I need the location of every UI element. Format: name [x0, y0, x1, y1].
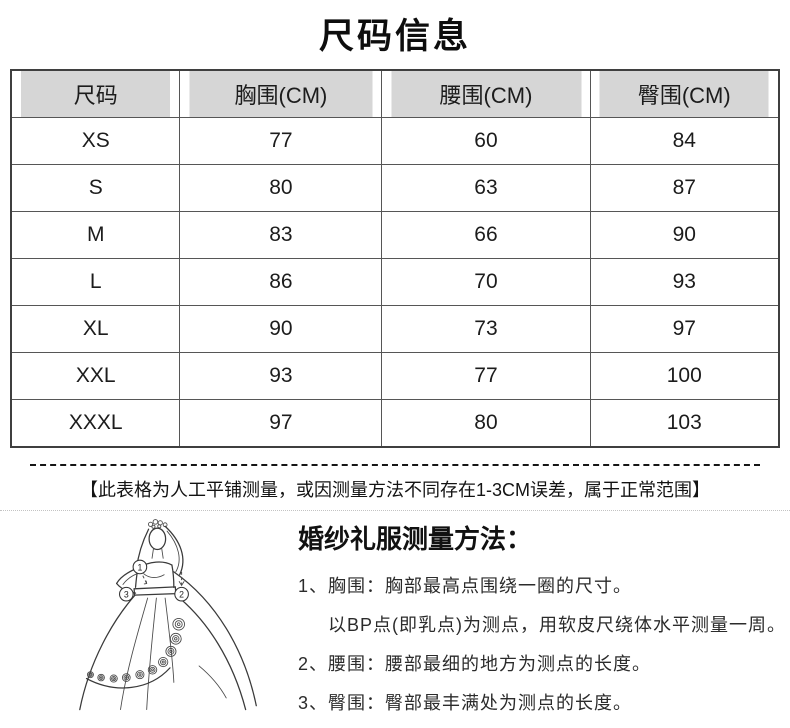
- bust-cell: 80: [179, 164, 383, 212]
- table-row: XXXL 97 80 103: [10, 399, 780, 448]
- neck: [151, 548, 164, 559]
- marker-1-circle: [132, 559, 148, 575]
- table-row: L 86 70 93: [10, 258, 780, 306]
- waist-cell: 70: [381, 258, 591, 306]
- table-row: XS 77 60 84: [10, 117, 780, 165]
- marker-2-label: 2: [179, 590, 184, 600]
- guide-text: 婚纱礼服测量方法： 1、胸围：胸部最高点围绕一圈的尺寸。 以BP点(即乳点)为测…: [298, 515, 786, 728]
- size-cell: L: [10, 258, 181, 306]
- waist-cell: 60: [381, 117, 591, 165]
- table-row: M 83 66 90: [10, 211, 780, 259]
- skirt: [79, 593, 247, 711]
- hip-cell: 84: [589, 117, 780, 165]
- measurement-guide-section: 1 2 3 婚纱礼服测量方法： 1、胸围：胸部最高点围绕一圈的尺寸。 以BP点(…: [0, 511, 790, 728]
- page-title: 尺码信息: [318, 17, 471, 56]
- guide-line-hip: 3、臀围：臀部最丰满处为测点的长度。: [298, 693, 633, 713]
- hair-flowers: [147, 519, 168, 529]
- face: [148, 527, 167, 551]
- hip-cell: 103: [589, 399, 780, 448]
- size-chart-page: 尺码信息 尺码 胸围(CM) 腰围(CM) 臀围(CM) XS 77 60 84…: [0, 17, 790, 713]
- size-cell: XXXL: [10, 399, 181, 448]
- hip-cell: 90: [589, 211, 780, 259]
- bust-cell: 83: [179, 211, 383, 259]
- hip-cell: 97: [589, 305, 780, 353]
- hip-cell: 100: [589, 352, 780, 400]
- marker-3-label: 3: [124, 590, 129, 600]
- waist-cell: 63: [381, 164, 591, 212]
- col-header-hip: 臀围(CM): [589, 69, 780, 118]
- hip-cell: 93: [589, 258, 780, 306]
- guide-line-waist: 2、腰围：腰部最细的地方为测点的长度。: [298, 654, 652, 674]
- waist-arrowhead: [178, 581, 185, 587]
- marker-2-circle: [174, 586, 189, 602]
- table-row: XXL 93 77 100: [10, 352, 780, 400]
- size-table: 尺码 胸围(CM) 腰围(CM) 臀围(CM) XS 77 60 84 S 80…: [10, 69, 780, 448]
- rose-garland: [86, 617, 185, 683]
- waist-cell: 66: [381, 211, 591, 259]
- guide-line-bust: 1、胸围：胸部最高点围绕一圈的尺寸。: [298, 576, 633, 596]
- hip-cell: 87: [589, 164, 780, 212]
- waist-cell: 80: [381, 399, 591, 448]
- col-header-waist: 腰围(CM): [381, 69, 591, 118]
- size-cell: M: [10, 211, 181, 259]
- guide-heading: 婚纱礼服测量方法：: [298, 524, 533, 554]
- faint-divider: [0, 510, 790, 511]
- waist-cell: 73: [381, 305, 591, 353]
- size-cell: XL: [10, 305, 181, 353]
- measure-markers: 1 2 3: [118, 559, 189, 602]
- col-header-bust: 胸围(CM): [179, 69, 383, 118]
- bust-arrowhead: [143, 580, 148, 585]
- bust-cell: 77: [179, 117, 383, 165]
- measurement-note: 【此表格为人工平铺测量，或因测量方法不同存在1-3CM误差，属于正常范围】: [79, 480, 710, 500]
- waist-cell: 77: [381, 352, 591, 400]
- wedding-dress-sketch-svg: 1 2 3: [79, 519, 257, 711]
- wedding-dress-illustration: 1 2 3: [72, 515, 266, 715]
- bust-cell: 97: [179, 399, 383, 448]
- table-row: XL 90 73 97: [10, 305, 780, 353]
- size-cell: XXL: [10, 352, 181, 400]
- bust-cell: 90: [179, 305, 383, 353]
- table-row: S 80 63 87: [10, 164, 780, 212]
- size-cell: S: [10, 164, 181, 212]
- col-header-size: 尺码: [10, 69, 181, 118]
- marker-1-label: 1: [137, 562, 142, 572]
- bust-cell: 86: [179, 258, 383, 306]
- guide-line-bust-detail: 以BP点(即乳点)为测点，用软皮尺绕体水平测量一周。: [328, 615, 786, 635]
- marker-3-circle: [118, 586, 134, 602]
- dashed-divider: [30, 464, 760, 466]
- bust-cell: 93: [179, 352, 383, 400]
- table-header-row: 尺码 胸围(CM) 腰围(CM) 臀围(CM): [10, 69, 780, 118]
- size-cell: XS: [10, 117, 181, 165]
